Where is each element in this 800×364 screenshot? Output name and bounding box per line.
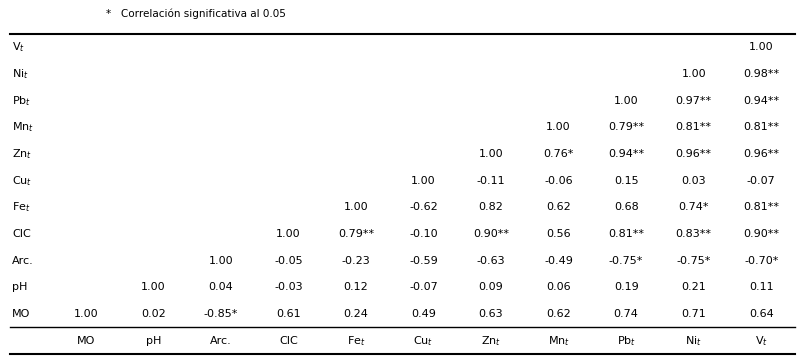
Text: Zn$_t$: Zn$_t$ [481, 334, 501, 348]
Text: 0.11: 0.11 [749, 282, 774, 292]
Text: Pb$_t$: Pb$_t$ [617, 334, 636, 348]
Text: 0.81**: 0.81** [743, 122, 779, 132]
Text: 0.82: 0.82 [478, 202, 503, 212]
Text: Fe$_t$: Fe$_t$ [346, 334, 366, 348]
Text: 1.00: 1.00 [276, 229, 301, 239]
Text: 0.02: 0.02 [141, 309, 166, 319]
Text: 1.00: 1.00 [749, 42, 774, 52]
Text: -0.85*: -0.85* [204, 309, 238, 319]
Text: pH: pH [12, 282, 27, 292]
Text: 0.94**: 0.94** [743, 96, 779, 106]
Text: MO: MO [77, 336, 95, 346]
Text: -0.70*: -0.70* [744, 256, 778, 266]
Text: -0.63: -0.63 [477, 256, 506, 266]
Text: -0.23: -0.23 [342, 256, 370, 266]
Text: -0.10: -0.10 [409, 229, 438, 239]
Text: Ni$_t$: Ni$_t$ [686, 334, 702, 348]
Text: 0.98**: 0.98** [743, 69, 779, 79]
Text: -0.62: -0.62 [409, 202, 438, 212]
Text: 0.79**: 0.79** [608, 122, 644, 132]
Text: Zn$_t$: Zn$_t$ [12, 147, 32, 161]
Text: 0.96**: 0.96** [676, 149, 712, 159]
Text: 0.81**: 0.81** [676, 122, 712, 132]
Text: 0.79**: 0.79** [338, 229, 374, 239]
Text: 0.83**: 0.83** [676, 229, 712, 239]
Text: Arc.: Arc. [210, 336, 232, 346]
Text: 0.63: 0.63 [478, 309, 503, 319]
Text: 0.12: 0.12 [343, 282, 368, 292]
Text: -0.75*: -0.75* [609, 256, 643, 266]
Text: 0.21: 0.21 [682, 282, 706, 292]
Text: 1.00: 1.00 [141, 282, 166, 292]
Text: Fe$_t$: Fe$_t$ [12, 201, 30, 214]
Text: Cu$_t$: Cu$_t$ [12, 174, 32, 187]
Text: 1.00: 1.00 [682, 69, 706, 79]
Text: 1.00: 1.00 [411, 176, 436, 186]
Text: 0.97**: 0.97** [676, 96, 712, 106]
Text: -0.06: -0.06 [544, 176, 573, 186]
Text: 0.76*: 0.76* [543, 149, 574, 159]
Text: 0.71: 0.71 [682, 309, 706, 319]
Text: 0.68: 0.68 [614, 202, 638, 212]
Text: 1.00: 1.00 [614, 96, 638, 106]
Text: 0.62: 0.62 [546, 309, 571, 319]
Text: V$_t$: V$_t$ [754, 334, 768, 348]
Text: 1.00: 1.00 [344, 202, 368, 212]
Text: 0.94**: 0.94** [608, 149, 644, 159]
Text: 0.61: 0.61 [276, 309, 301, 319]
Text: 0.56: 0.56 [546, 229, 571, 239]
Text: 0.49: 0.49 [411, 309, 436, 319]
Text: Arc.: Arc. [12, 256, 34, 266]
Text: 0.81**: 0.81** [608, 229, 644, 239]
Text: V$_t$: V$_t$ [12, 40, 25, 54]
Text: 0.06: 0.06 [546, 282, 571, 292]
Text: *   Correlación significativa al 0.05: * Correlación significativa al 0.05 [106, 9, 286, 19]
Text: -0.11: -0.11 [477, 176, 506, 186]
Text: 0.64: 0.64 [749, 309, 774, 319]
Text: -0.07: -0.07 [747, 176, 776, 186]
Text: 0.04: 0.04 [209, 282, 234, 292]
Text: -0.05: -0.05 [274, 256, 302, 266]
Text: 0.90**: 0.90** [473, 229, 509, 239]
Text: 1.00: 1.00 [209, 256, 233, 266]
Text: 1.00: 1.00 [478, 149, 503, 159]
Text: 0.24: 0.24 [343, 309, 368, 319]
Text: 1.00: 1.00 [546, 122, 571, 132]
Text: Pb$_t$: Pb$_t$ [12, 94, 31, 108]
Text: Cu$_t$: Cu$_t$ [414, 334, 434, 348]
Text: 0.74*: 0.74* [678, 202, 709, 212]
Text: Mn$_t$: Mn$_t$ [12, 120, 34, 134]
Text: Ni$_t$: Ni$_t$ [12, 67, 29, 81]
Text: 0.96**: 0.96** [743, 149, 779, 159]
Text: -0.75*: -0.75* [677, 256, 711, 266]
Text: 0.15: 0.15 [614, 176, 638, 186]
Text: Mn$_t$: Mn$_t$ [547, 334, 570, 348]
Text: 0.90**: 0.90** [743, 229, 779, 239]
Text: -0.49: -0.49 [544, 256, 573, 266]
Text: -0.03: -0.03 [274, 282, 302, 292]
Text: pH: pH [146, 336, 161, 346]
Text: 1.00: 1.00 [74, 309, 98, 319]
Text: -0.59: -0.59 [409, 256, 438, 266]
Text: 0.74: 0.74 [614, 309, 638, 319]
Text: 0.09: 0.09 [478, 282, 503, 292]
Text: CIC: CIC [12, 229, 30, 239]
Text: MO: MO [12, 309, 30, 319]
Text: 0.19: 0.19 [614, 282, 638, 292]
Text: 0.62: 0.62 [546, 202, 571, 212]
Text: 0.03: 0.03 [682, 176, 706, 186]
Text: CIC: CIC [279, 336, 298, 346]
Text: 0.81**: 0.81** [743, 202, 779, 212]
Text: -0.07: -0.07 [409, 282, 438, 292]
